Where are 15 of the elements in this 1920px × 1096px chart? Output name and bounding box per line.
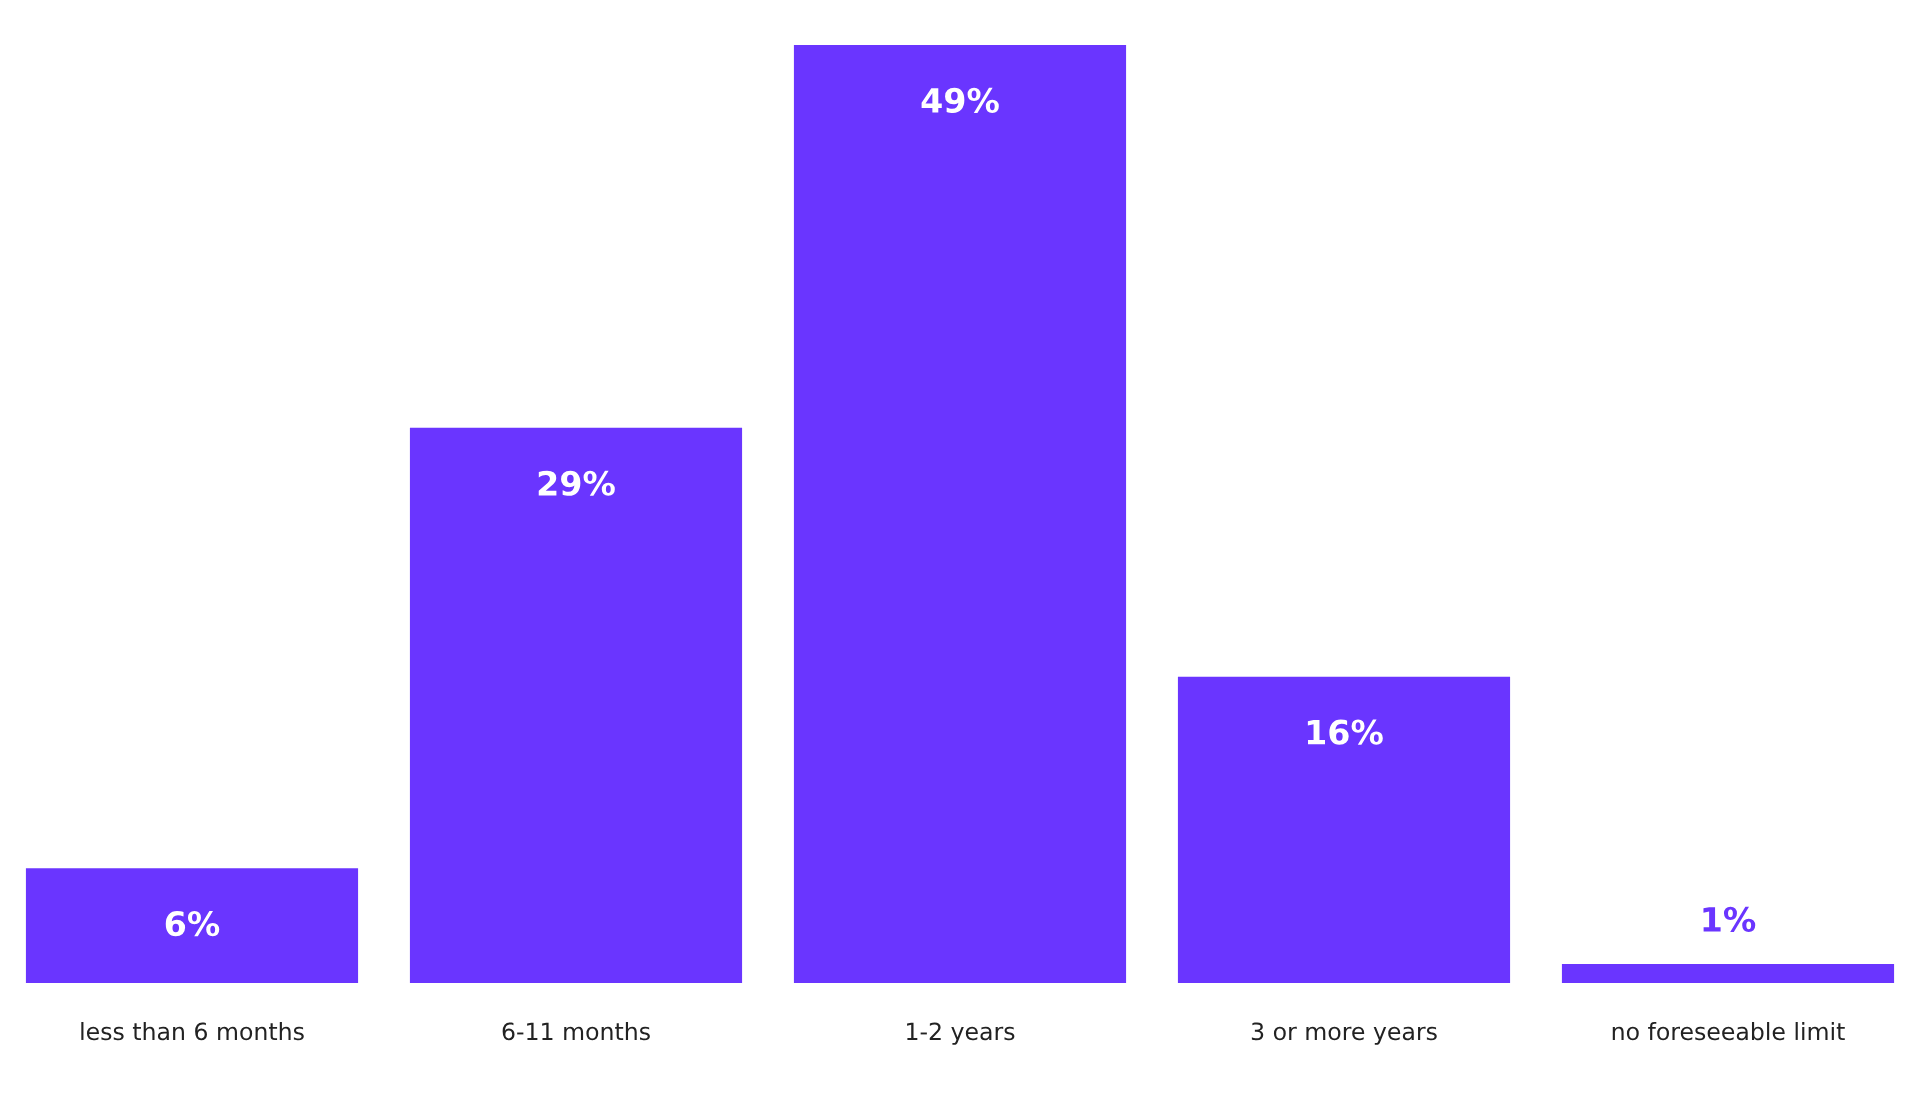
x-tick-label: less than 6 months (81, 1022, 304, 1041)
data-label: 6% (165, 911, 220, 937)
bar (25, 868, 359, 984)
x-tick-label: no foreseeable limit (1612, 1022, 1845, 1041)
data-label: 16% (1307, 719, 1383, 745)
bar (409, 427, 743, 984)
bar (1561, 963, 1895, 984)
data-label: 29% (538, 470, 615, 496)
data-label: 1% (1703, 906, 1756, 932)
x-tick-label: 1-2 years (907, 1022, 1015, 1045)
bar (1177, 676, 1511, 984)
data-label: 49% (921, 87, 999, 113)
x-tick-label: 6-11 months (502, 1022, 650, 1041)
bar (793, 44, 1127, 984)
x-tick-label: 3 or more years (1251, 1022, 1437, 1045)
